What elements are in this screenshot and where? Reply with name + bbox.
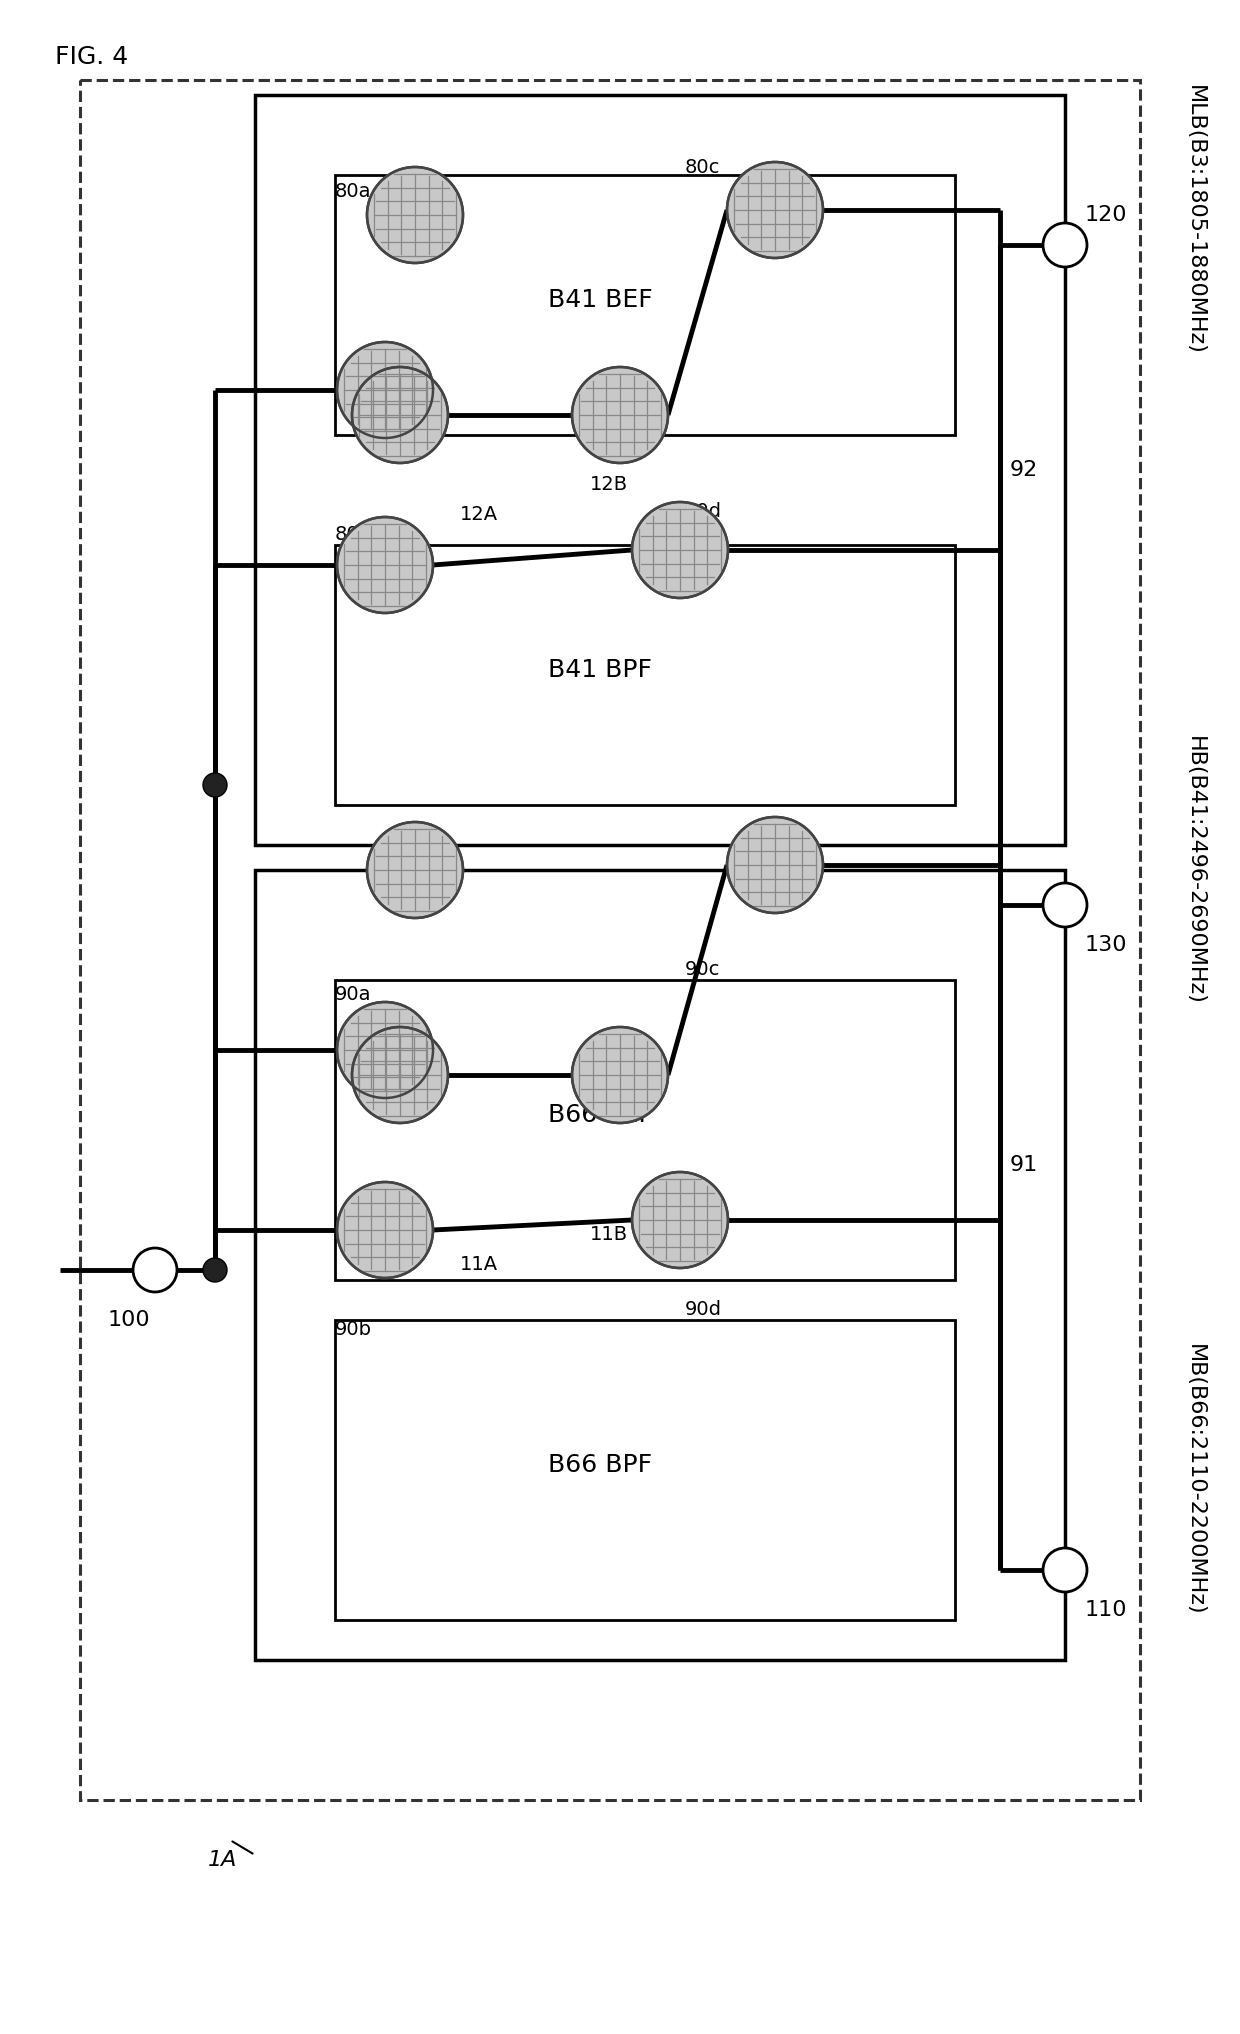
- Text: 92: 92: [1011, 460, 1038, 480]
- Text: MLB(B3:1805-1880MHz): MLB(B3:1805-1880MHz): [1185, 85, 1205, 356]
- Text: B41 BPF: B41 BPF: [548, 659, 652, 681]
- Bar: [81, 79, 1140, 1800]
- Bar: [335, 1320, 955, 1619]
- Circle shape: [337, 342, 433, 437]
- Circle shape: [632, 502, 728, 598]
- Text: 11B: 11B: [590, 1224, 629, 1245]
- Circle shape: [1043, 224, 1087, 266]
- Text: HB(B41:2496-2690MHz): HB(B41:2496-2690MHz): [1185, 736, 1205, 1005]
- Circle shape: [727, 818, 823, 913]
- Circle shape: [632, 1172, 728, 1267]
- Text: 120: 120: [1085, 205, 1127, 226]
- Bar: [335, 545, 955, 805]
- Circle shape: [367, 822, 463, 917]
- Circle shape: [367, 167, 463, 262]
- Circle shape: [352, 1027, 448, 1123]
- Circle shape: [1043, 883, 1087, 928]
- Text: 80a: 80a: [335, 181, 372, 201]
- Text: B41 BEF: B41 BEF: [548, 289, 652, 311]
- Circle shape: [1043, 1548, 1087, 1593]
- Circle shape: [727, 163, 823, 258]
- Bar: [305, 940, 985, 1310]
- Bar: [305, 1279, 985, 1650]
- Text: B66 BPF: B66 BPF: [548, 1452, 652, 1477]
- Text: 90a: 90a: [335, 984, 372, 1005]
- Text: 80c: 80c: [684, 159, 720, 177]
- Text: B66 BEF: B66 BEF: [548, 1102, 652, 1127]
- Text: 80d: 80d: [684, 502, 722, 521]
- Text: 110: 110: [1085, 1601, 1127, 1619]
- Text: 90c: 90c: [684, 960, 720, 978]
- Circle shape: [203, 1257, 227, 1281]
- Text: 12B: 12B: [590, 476, 629, 494]
- Text: 90d: 90d: [684, 1300, 722, 1318]
- Text: 80b: 80b: [335, 525, 372, 543]
- Text: 12A: 12A: [460, 504, 498, 525]
- Bar: [335, 980, 955, 1279]
- Text: 11A: 11A: [460, 1255, 498, 1273]
- Bar: [305, 511, 985, 830]
- Circle shape: [337, 1003, 433, 1098]
- Bar: [255, 96, 1065, 844]
- Bar: [335, 175, 955, 435]
- Text: FIG. 4: FIG. 4: [55, 45, 128, 69]
- Circle shape: [352, 366, 448, 464]
- Circle shape: [133, 1249, 177, 1292]
- Text: 91: 91: [1011, 1155, 1038, 1176]
- Text: 1A: 1A: [208, 1851, 237, 1869]
- Circle shape: [572, 1027, 668, 1123]
- Bar: [255, 871, 1065, 1660]
- Bar: [305, 140, 985, 460]
- Circle shape: [203, 773, 227, 797]
- Text: 130: 130: [1085, 936, 1127, 956]
- Circle shape: [337, 517, 433, 612]
- Circle shape: [572, 366, 668, 464]
- Circle shape: [337, 1182, 433, 1277]
- Text: MB(B66:2110-2200MHz): MB(B66:2110-2200MHz): [1185, 1344, 1205, 1615]
- Text: 100: 100: [108, 1310, 150, 1330]
- Text: 90b: 90b: [335, 1320, 372, 1338]
